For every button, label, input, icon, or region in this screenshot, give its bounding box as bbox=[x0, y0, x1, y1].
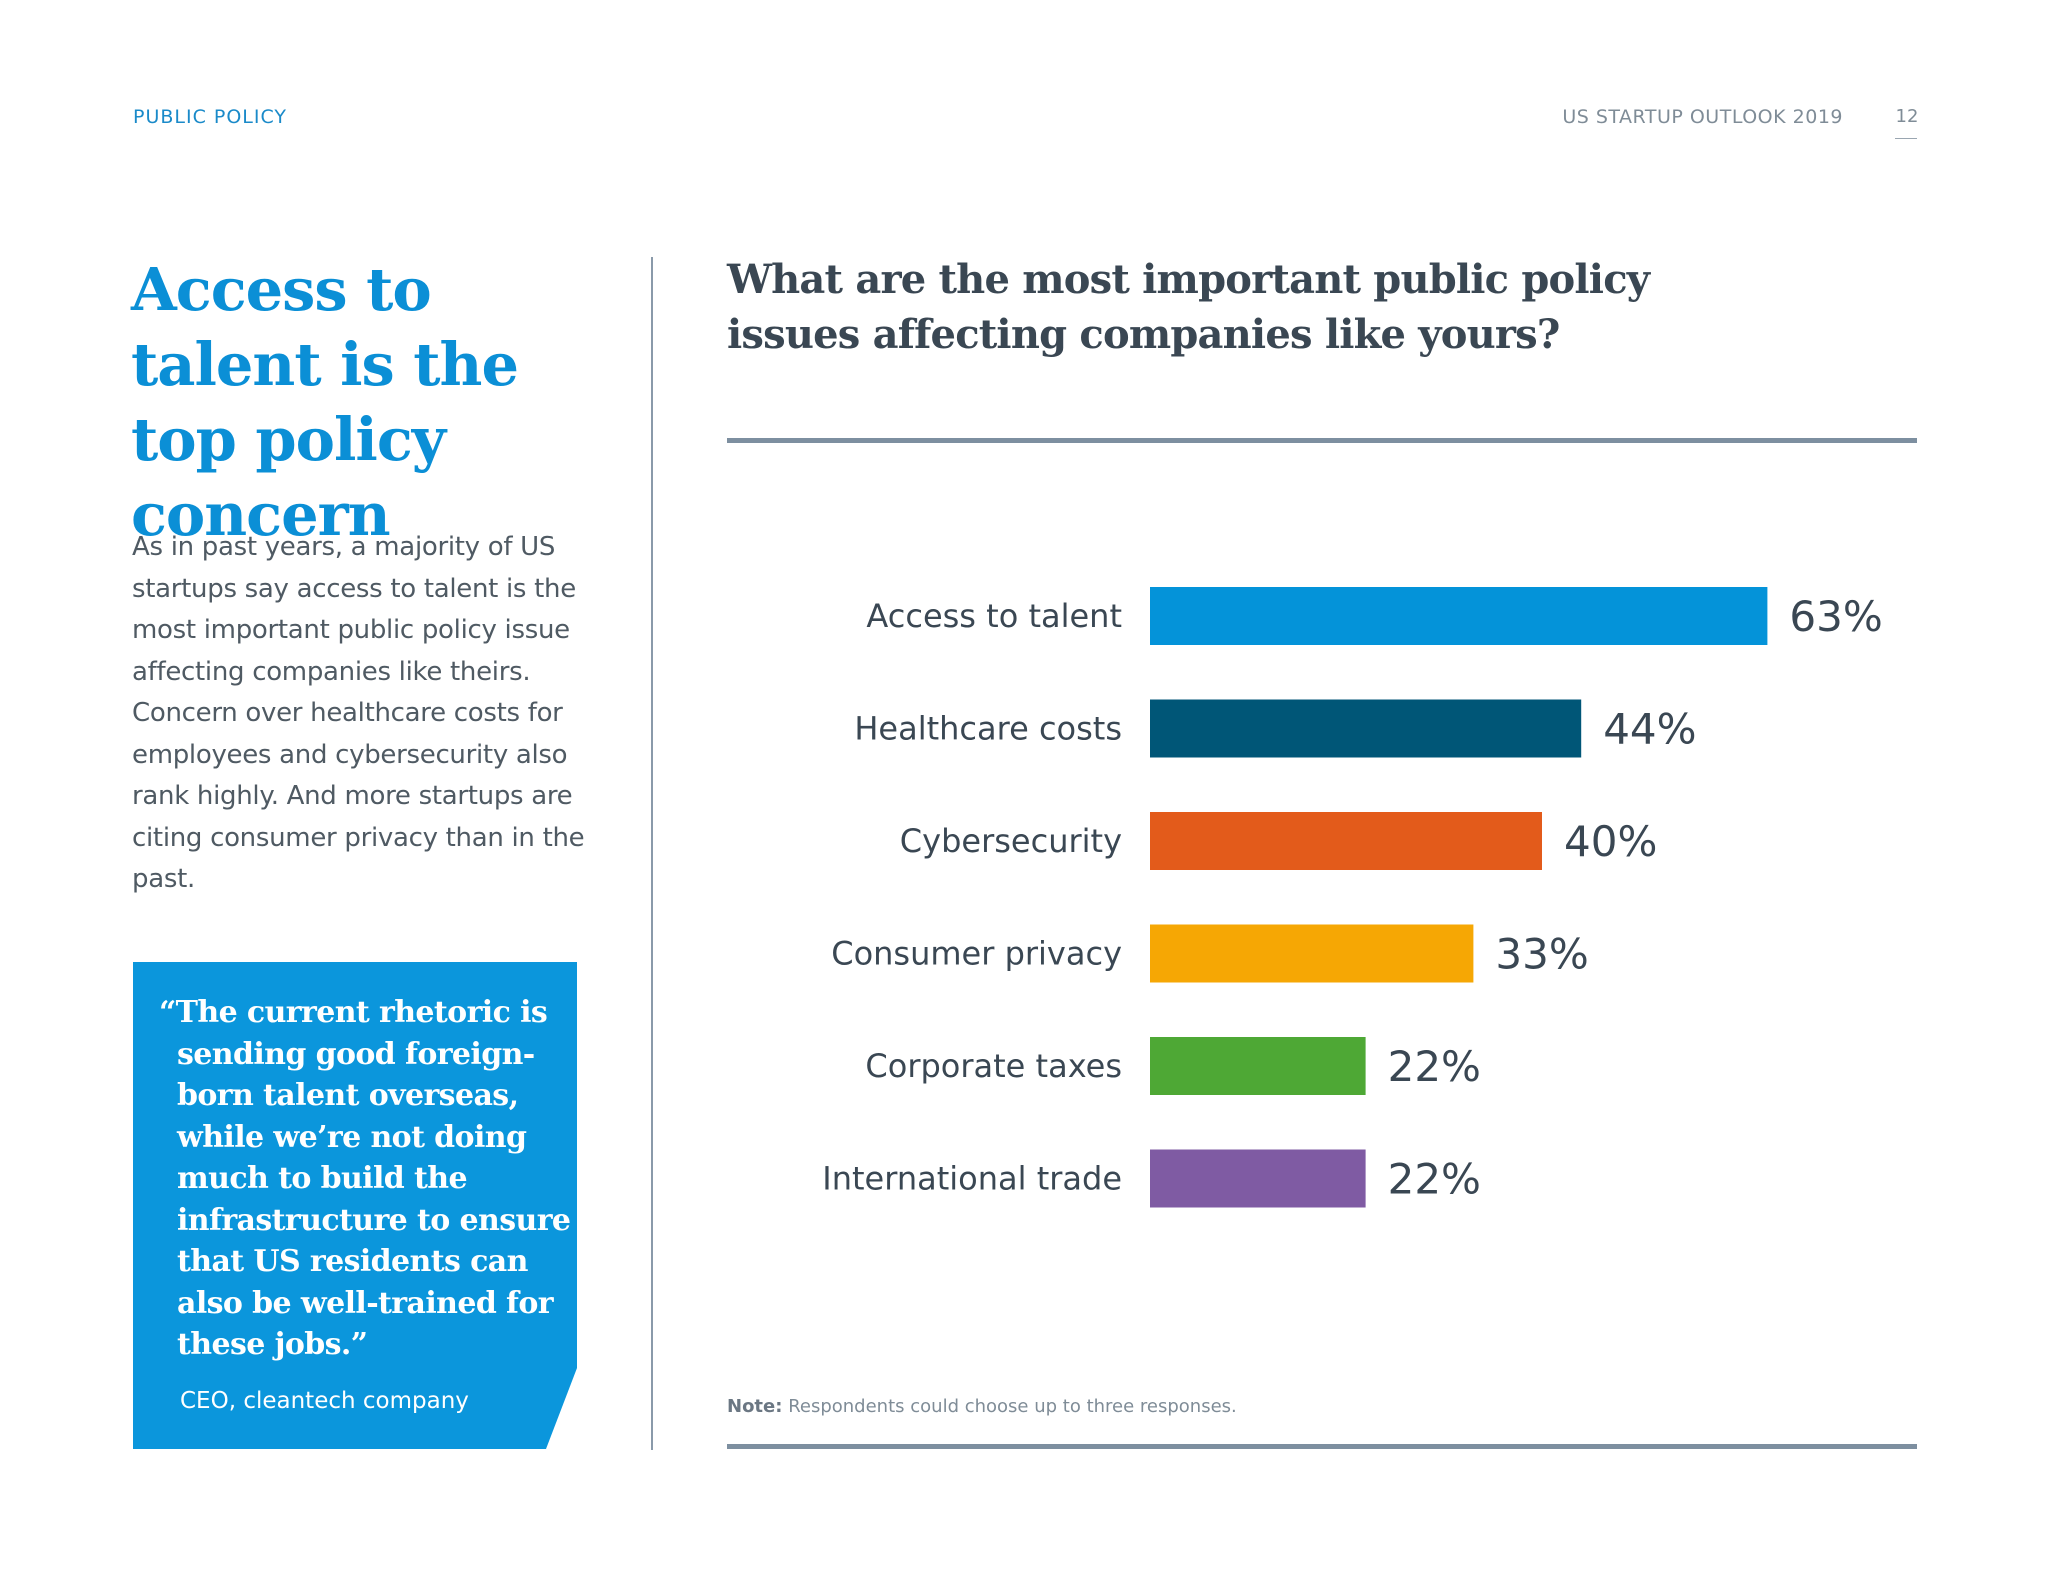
page-number-underline bbox=[1895, 138, 1917, 139]
value-label: 40% bbox=[1564, 817, 1657, 866]
category-label: Corporate taxes bbox=[865, 1047, 1122, 1085]
category-label: Access to talent bbox=[866, 597, 1122, 635]
pull-quote: “The current rhetoric is sending good fo… bbox=[159, 995, 571, 1362]
category-label: Consumer privacy bbox=[831, 935, 1122, 973]
quote-box bbox=[133, 962, 577, 1449]
chart-note: Note: Respondents could choose up to thr… bbox=[727, 1396, 1237, 1417]
chart-title: What are the most important public polic… bbox=[727, 256, 1650, 358]
bar bbox=[1150, 699, 1582, 758]
body-paragraph: As in past years, a majority of US start… bbox=[132, 532, 585, 894]
quote-attribution: CEO, cleantech company bbox=[180, 1388, 469, 1414]
value-label: 63% bbox=[1789, 592, 1882, 641]
column-divider bbox=[651, 257, 653, 1450]
bar bbox=[1150, 924, 1474, 983]
note-text: Respondents could choose up to three res… bbox=[788, 1396, 1237, 1417]
headline: Access to talent is the top policy conce… bbox=[131, 255, 519, 549]
report-title: US STARTUP OUTLOOK 2019 bbox=[1562, 106, 1843, 128]
chart-bottom-rule bbox=[727, 1444, 1917, 1449]
value-label: 22% bbox=[1388, 1155, 1481, 1204]
chart-top-rule bbox=[727, 438, 1917, 443]
note-label: Note: bbox=[727, 1396, 783, 1417]
value-label: 22% bbox=[1388, 1042, 1481, 1091]
bar bbox=[1150, 812, 1542, 870]
category-label: Cybersecurity bbox=[900, 822, 1122, 860]
category-label: International trade bbox=[822, 1160, 1122, 1198]
bar bbox=[1150, 1037, 1366, 1095]
value-label: 33% bbox=[1495, 930, 1588, 979]
bar bbox=[1150, 1149, 1366, 1208]
value-label: 44% bbox=[1603, 705, 1696, 754]
category-label: Healthcare costs bbox=[854, 710, 1122, 748]
section-label: PUBLIC POLICY bbox=[133, 106, 288, 128]
page-number: 12 bbox=[1895, 106, 1919, 127]
bar bbox=[1150, 587, 1768, 645]
